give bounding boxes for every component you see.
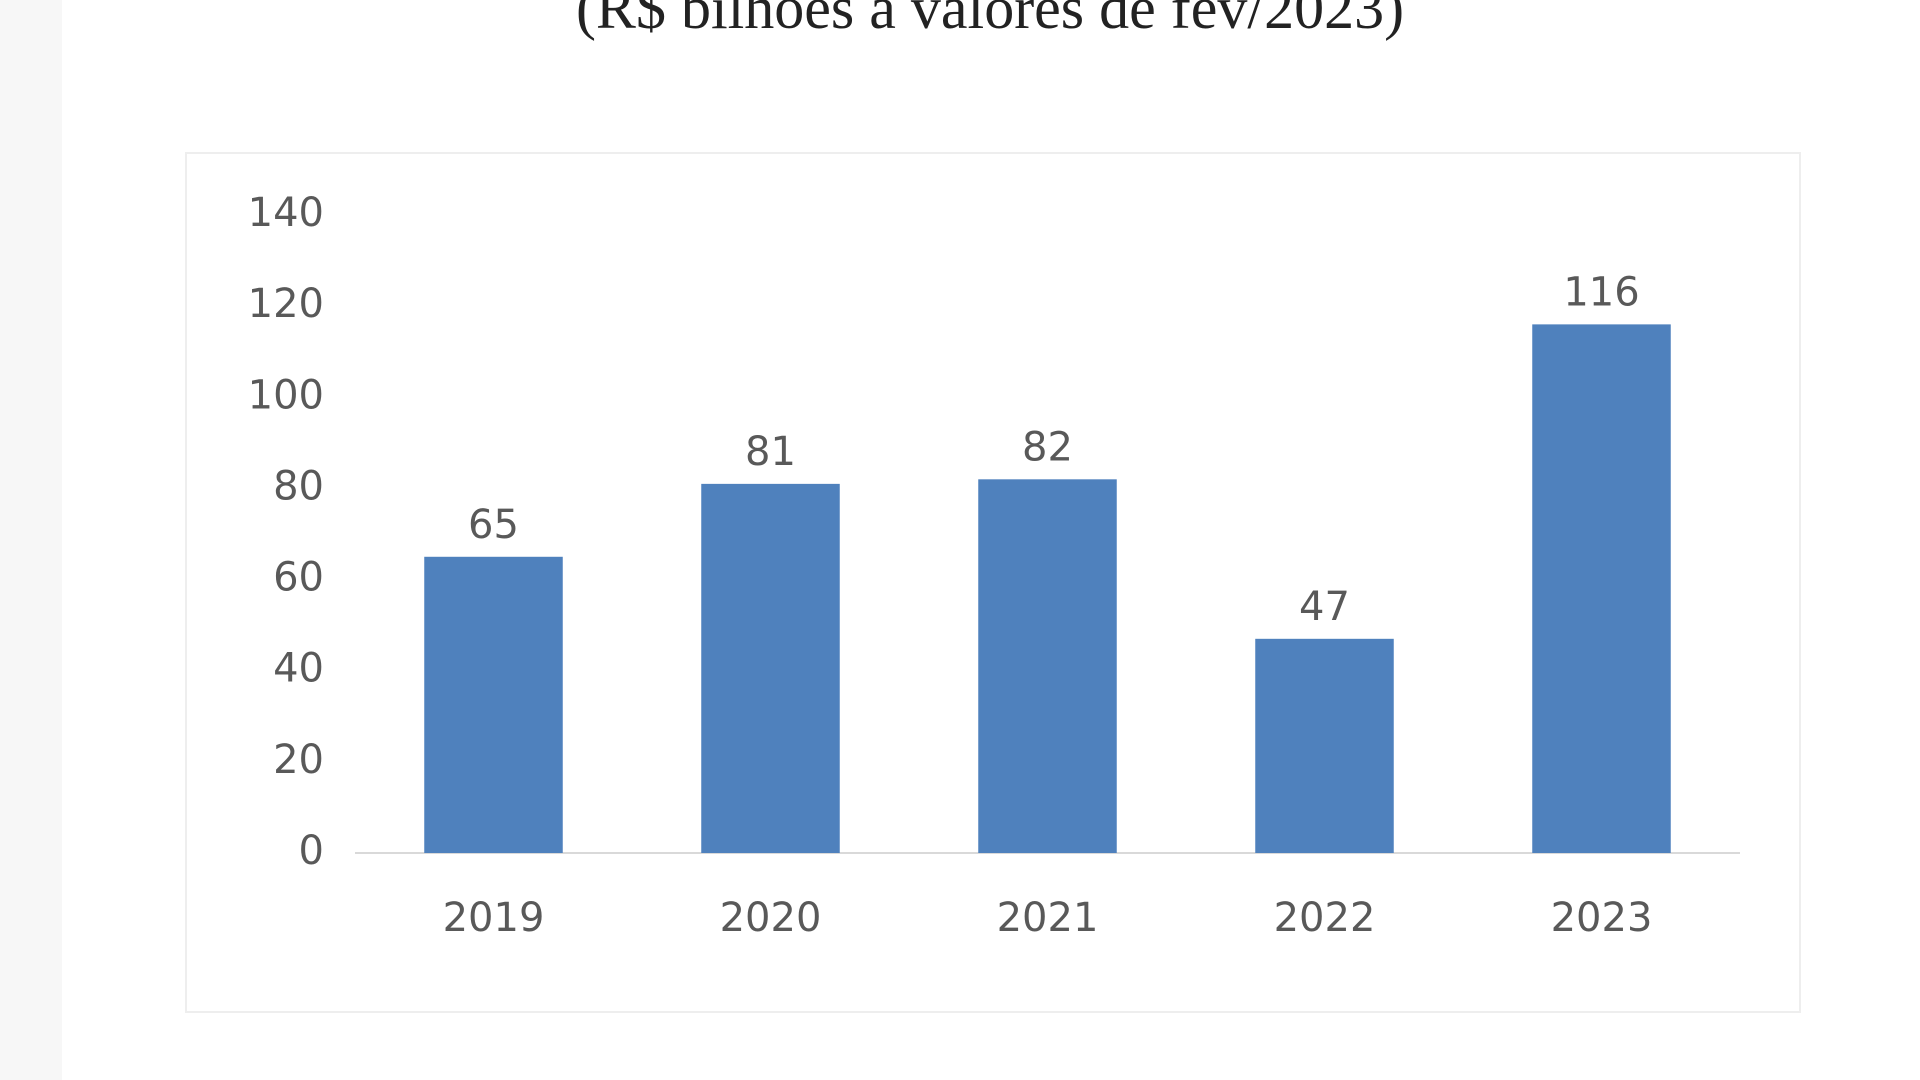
x-tick-label: 2020 bbox=[720, 895, 822, 941]
y-tick-label: 100 bbox=[248, 372, 324, 418]
bar bbox=[1255, 638, 1394, 853]
bar bbox=[1532, 324, 1671, 853]
value-label: 65 bbox=[468, 502, 519, 548]
bar bbox=[701, 483, 840, 853]
bar bbox=[424, 556, 563, 853]
value-label: 47 bbox=[1299, 584, 1350, 630]
x-tick-label: 2022 bbox=[1274, 895, 1376, 941]
y-tick-label: 80 bbox=[273, 463, 324, 509]
x-tick-label: 2023 bbox=[1551, 895, 1653, 941]
y-tick-label: 0 bbox=[299, 828, 324, 874]
x-tick-label: 2021 bbox=[997, 895, 1099, 941]
y-tick-label: 40 bbox=[273, 646, 324, 692]
y-tick-label: 120 bbox=[248, 281, 324, 327]
side-band bbox=[0, 0, 62, 1080]
y-tick-label: 140 bbox=[248, 190, 324, 236]
y-tick-label: 20 bbox=[273, 737, 324, 783]
y-tick-label: 60 bbox=[273, 555, 324, 601]
x-tick-label: 2019 bbox=[443, 895, 545, 941]
value-label: 81 bbox=[745, 429, 796, 475]
value-label: 82 bbox=[1022, 424, 1073, 470]
value-label: 116 bbox=[1563, 269, 1639, 315]
chart-subtitle: (R$ bilhões a valores de fev/2023) bbox=[576, 0, 1404, 41]
bar bbox=[978, 479, 1117, 853]
